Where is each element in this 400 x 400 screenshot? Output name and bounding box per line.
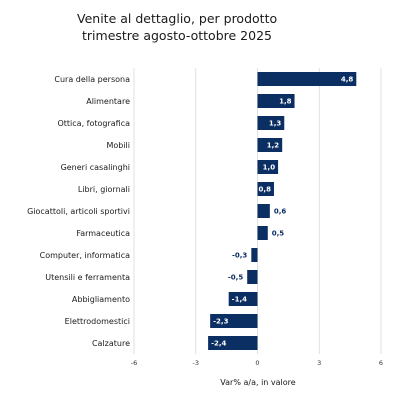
category-label: Calzature [92, 339, 130, 348]
x-tick-label: 3 [317, 359, 321, 367]
bar [257, 160, 279, 174]
chart-title: Venite al dettaglio, per prodotto trimes… [77, 11, 277, 43]
category-label: Giocattoli, articoli sportivi [27, 207, 130, 216]
category-label: Computer, informatica [40, 251, 130, 260]
x-tick-label: -3 [193, 359, 199, 367]
bars [208, 72, 357, 350]
bar [228, 292, 258, 306]
category-label: Abbigliamento [72, 295, 130, 304]
chart-title-line-2: trimestre agosto-ottobre 2025 [82, 28, 272, 43]
bar [257, 94, 295, 108]
x-tick-label: 6 [379, 359, 383, 367]
value-label: 4,8 [341, 76, 354, 84]
x-tick-label: -6 [131, 359, 137, 367]
bar [257, 182, 274, 196]
value-label: 1,2 [267, 142, 280, 150]
value-label: 0,8 [259, 186, 272, 194]
category-label: Utensili e ferramenta [45, 273, 130, 282]
bar [257, 138, 283, 152]
x-tick-labels: -6 -3 0 3 6 [131, 359, 383, 367]
bar [257, 226, 268, 240]
bar [257, 204, 270, 218]
x-axis-label: Var% a/a, in valore [220, 378, 295, 387]
bar [247, 270, 258, 284]
value-label: -2,4 [211, 340, 226, 348]
category-label: Libri, giornali [78, 185, 130, 194]
category-label: Cura della persona [54, 75, 130, 84]
bar [257, 116, 285, 130]
category-label: Alimentare [86, 97, 130, 106]
value-label: -2,3 [213, 318, 228, 326]
category-label: Mobili [106, 141, 130, 150]
value-label: 0,6 [274, 208, 287, 216]
chart-title-line-1: Venite al dettaglio, per prodotto [77, 11, 277, 26]
category-label: Elettrodomestici [65, 317, 130, 326]
bar [251, 248, 258, 262]
value-label: 1,3 [269, 120, 282, 128]
category-label: Generi casalinghi [61, 163, 130, 172]
value-label: 1,0 [263, 164, 276, 172]
bar [208, 336, 258, 350]
x-tick-label: 0 [255, 359, 259, 367]
category-labels: Cura della persona Alimentare Ottica, foto… [27, 75, 130, 348]
value-label: 0,5 [272, 230, 285, 238]
bar [257, 72, 357, 86]
value-label: -1,4 [232, 296, 247, 304]
value-label: 1,8 [279, 98, 292, 106]
value-label: -0,3 [232, 252, 247, 260]
value-labels: 4,8 1,8 1,3 1,2 1,0 0,8 0,6 0,5 -0,3 -0,5 -1,4 -2,3… [211, 76, 353, 348]
value-label: -0,5 [228, 274, 243, 282]
category-label: Farmaceutica [76, 229, 130, 238]
category-label: Ottica, fotografica [57, 119, 130, 128]
bar [210, 314, 258, 328]
